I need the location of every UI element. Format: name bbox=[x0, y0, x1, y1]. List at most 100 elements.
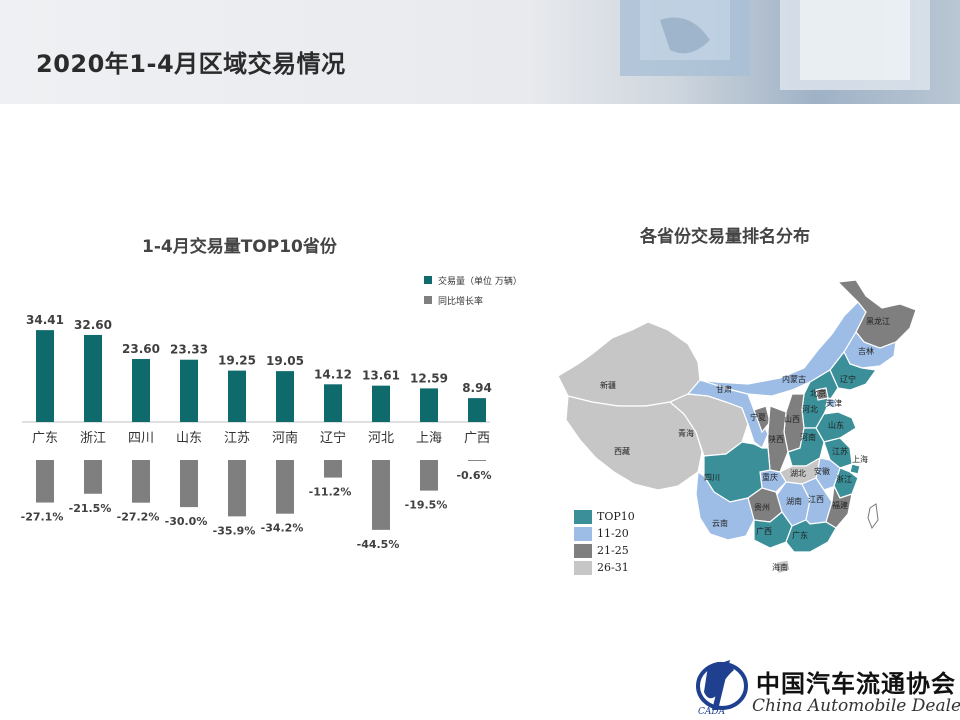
category-label: 山东 bbox=[176, 431, 202, 446]
volume-bar bbox=[468, 398, 486, 422]
bar-chart-title: 1-4月交易量TOP10省份 bbox=[142, 237, 337, 257]
map-region-label: 新疆 bbox=[600, 380, 616, 390]
org-emblem-icon: CADA bbox=[696, 660, 748, 717]
map-region-label: 河南 bbox=[800, 432, 816, 442]
map-region-label: 福建 bbox=[832, 500, 848, 510]
org-logo: CADA 中国汽车流通协会 China Automobile Dealers bbox=[694, 652, 960, 717]
map-legend-swatch-26-31 bbox=[574, 560, 592, 575]
map-region-label: 云南 bbox=[712, 518, 728, 528]
volume-value-label: 19.25 bbox=[218, 354, 256, 368]
bar-chart-legend: 交易量（单位 万辆） 同比增长率 bbox=[424, 270, 522, 310]
map-region-label: 江西 bbox=[808, 495, 824, 504]
region-liaoning bbox=[829, 350, 878, 391]
region-yunnan bbox=[695, 470, 755, 541]
region-guangdong bbox=[785, 519, 837, 553]
map-region-label: 湖北 bbox=[790, 469, 806, 478]
growth-bar bbox=[36, 460, 54, 503]
map-region-label: 安徽 bbox=[814, 466, 830, 476]
growth-value-label: -21.5% bbox=[69, 502, 112, 515]
volume-bar bbox=[180, 359, 198, 422]
map-legend-swatch-top10 bbox=[574, 509, 592, 524]
growth-bar bbox=[468, 460, 486, 461]
map-region-label: 江苏 bbox=[832, 446, 848, 456]
map-legend-label: 11-20 bbox=[597, 527, 629, 540]
map-region-label: 湖南 bbox=[786, 496, 802, 506]
volume-value-label: 32.60 bbox=[74, 318, 112, 332]
growth-bar bbox=[276, 460, 294, 514]
category-label: 辽宁 bbox=[320, 430, 346, 446]
growth-value-label: -34.2% bbox=[261, 522, 304, 535]
volume-value-label: 8.94 bbox=[462, 381, 492, 395]
growth-value-label: -35.9% bbox=[213, 524, 256, 537]
growth-bar bbox=[132, 460, 150, 503]
map-title: 各省份交易量排名分布 bbox=[640, 227, 810, 247]
growth-value-label: -30.0% bbox=[165, 515, 208, 528]
growth-value-label: -44.5% bbox=[357, 538, 400, 551]
map-legend-label: 26-31 bbox=[597, 561, 629, 574]
legend-swatch-volume bbox=[424, 276, 432, 284]
volume-value-label: 23.33 bbox=[170, 343, 208, 357]
volume-bar bbox=[420, 388, 438, 422]
map-region-label: 山东 bbox=[828, 420, 844, 430]
legend-label-growth: 同比增长率 bbox=[438, 296, 484, 307]
volume-value-label: 13.61 bbox=[362, 369, 400, 383]
map-region-label: 陕西 bbox=[768, 434, 784, 444]
volume-bar bbox=[228, 370, 246, 422]
volume-value-label: 12.59 bbox=[410, 371, 448, 385]
svg-text:CADA: CADA bbox=[698, 707, 726, 716]
volume-value-label: 34.41 bbox=[26, 313, 64, 327]
map-region-label: 广东 bbox=[792, 530, 808, 540]
volume-bar bbox=[36, 330, 54, 422]
map-region-label: 广西 bbox=[756, 526, 772, 536]
volume-bar bbox=[84, 334, 102, 422]
map-region-label: 贵州 bbox=[754, 502, 770, 512]
region-fujian bbox=[825, 483, 853, 529]
volume-value-label: 23.60 bbox=[122, 342, 160, 356]
map-region-label: 青海 bbox=[678, 428, 694, 438]
map-region-label: 上海 bbox=[852, 454, 868, 464]
region-tianjin bbox=[825, 397, 837, 409]
growth-bar bbox=[84, 460, 102, 494]
header-banner bbox=[0, 0, 960, 104]
growth-bar bbox=[420, 460, 438, 491]
category-label: 广东 bbox=[32, 431, 58, 446]
region-xinjiang bbox=[557, 321, 701, 407]
growth-value-label: -0.6% bbox=[456, 469, 491, 482]
growth-value-label: -27.1% bbox=[21, 511, 64, 524]
map-region-label: 宁夏 bbox=[750, 412, 766, 422]
volume-value-label: 14.12 bbox=[314, 367, 352, 381]
map-legend-item: 21-25 bbox=[574, 542, 635, 559]
map-legend-label: TOP10 bbox=[597, 510, 635, 523]
legend-swatch-growth bbox=[424, 296, 432, 304]
map-region-label: 海南 bbox=[772, 562, 788, 572]
map-legend-swatch-11-20 bbox=[574, 526, 592, 541]
category-label: 河北 bbox=[368, 431, 394, 446]
map-region-label: 浙江 bbox=[836, 474, 852, 484]
map-legend-label: 21-25 bbox=[597, 544, 629, 557]
region-heilongjiang bbox=[836, 279, 917, 349]
category-label: 江苏 bbox=[224, 430, 250, 446]
map-legend-item: TOP10 bbox=[574, 508, 635, 525]
growth-value-label: -27.2% bbox=[117, 511, 160, 524]
legend-item-volume: 交易量（单位 万辆） bbox=[424, 270, 522, 290]
map-region-label: 辽宁 bbox=[840, 374, 856, 384]
volume-value-label: 19.05 bbox=[266, 354, 304, 368]
category-label: 广西 bbox=[464, 431, 490, 446]
legend-item-growth: 同比增长率 bbox=[424, 290, 522, 310]
map-region-label: 天津 bbox=[826, 398, 842, 408]
map-region-label: 河北 bbox=[802, 404, 818, 414]
region-taiwan bbox=[867, 503, 879, 530]
map-legend-item: 11-20 bbox=[574, 525, 635, 542]
map-region-label: 重庆 bbox=[762, 472, 778, 482]
map-legend-swatch-21-25 bbox=[574, 543, 592, 558]
volume-bar bbox=[324, 384, 342, 422]
volume-bar bbox=[276, 371, 294, 422]
region-hainan bbox=[775, 559, 791, 575]
map-region-label: 北京 bbox=[810, 388, 826, 398]
growth-bar bbox=[228, 460, 246, 517]
org-name-en: China Automobile Dealers bbox=[752, 696, 960, 716]
map-region-label: 内蒙古 bbox=[782, 374, 806, 384]
growth-value-label: -19.5% bbox=[405, 499, 448, 512]
